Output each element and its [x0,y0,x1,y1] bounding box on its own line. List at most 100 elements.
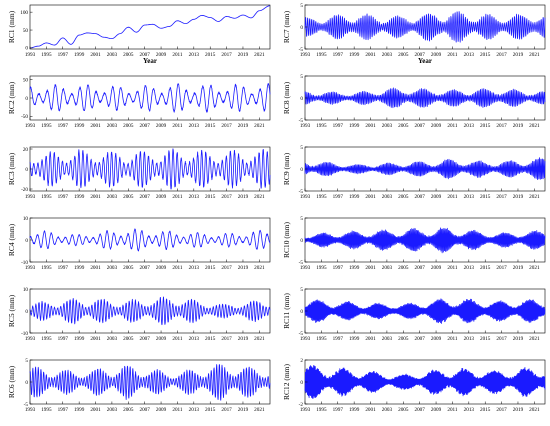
x-tick-label: 1999 [349,407,360,413]
x-tick-label: 1999 [74,123,85,129]
x-tick-label: 2015 [205,52,216,58]
x-tick-label: 2017 [221,194,232,200]
x-tick-label: 2015 [480,123,491,129]
y-tick-label: 0 [25,380,28,386]
y-tick-label: 5 [25,358,28,364]
x-tick-label: 2021 [254,52,265,58]
x-tick-label: 2003 [107,52,118,58]
x-tick-label: 2013 [464,194,475,200]
x-tick-label: 1999 [74,407,85,413]
x-tick-label: 2005 [123,52,134,58]
x-tick-label: 1995 [41,123,52,129]
x-tick-label: 2009 [431,265,442,271]
x-tick-label: 1993 [25,123,36,129]
x-tick-label: 2003 [107,194,118,200]
x-tick-label: 2009 [156,123,167,129]
x-tick-label: 2001 [365,194,376,200]
x-tick-label: 2021 [529,407,540,413]
x-tick-label: 1999 [349,52,360,58]
x-tick-label: 2003 [382,123,393,129]
x-tick-label: 2013 [189,265,200,271]
series-line-rc7 [304,11,546,43]
x-tick-label: 2015 [205,407,216,413]
x-tick-label: 1993 [300,194,311,200]
x-tick-label: 2007 [139,52,150,58]
x-tick-label: 2013 [189,194,200,200]
y-axis-label: RC6 (mm) [7,365,16,398]
x-tick-label: 2013 [189,407,200,413]
x-tick-label: 2017 [221,265,232,271]
panel-rc4: -10 0 10 1993 1995 1997 1999 2001 2003 2005 2007 20… [7,216,271,271]
panel-rc2: -50 0 50 1993 1995 1997 1999 2001 2003 2005 2007 20… [7,75,271,129]
y-axis-label: RC9 (mm) [282,152,291,185]
x-tick-label: 1999 [349,194,360,200]
x-tick-label: 2011 [172,265,183,271]
x-tick-label: 2017 [496,336,507,342]
x-tick-label: 2013 [464,407,475,413]
x-tick-label: 2007 [139,265,150,271]
x-tick-label: 2011 [172,52,183,58]
x-tick-label: 2007 [414,52,425,58]
x-tick-label: 2015 [205,194,216,200]
panel-rc12: -2 0 2 1993 1995 1997 1999 2001 2003 2005 2007 2009… [282,358,546,413]
x-tick-label: 2019 [238,407,249,413]
x-tick-label: 1993 [300,265,311,271]
x-tick-label: 2009 [156,52,167,58]
x-tick-label: 2021 [254,194,265,200]
x-tick-label: 2011 [447,52,458,58]
x-tick-label: 2007 [139,336,150,342]
panel-rc5: -10 0 10 1993 1995 1997 1999 2001 2003 2005 2007 20… [7,287,271,342]
y-tick-label: 0 [25,46,28,52]
panel-rc8: -5 0 5 1993 1995 1997 1999 2001 2003 2005 2007 2009… [282,74,546,129]
x-tick-label: 2013 [189,123,200,129]
y-tick-label: 5 [300,216,303,222]
series-line-rc6 [29,364,271,401]
x-tick-label: 2017 [221,407,232,413]
x-tick-label: 2005 [398,407,409,413]
x-tick-label: 1995 [316,194,327,200]
axis-frame [29,75,271,121]
x-tick-label: 1999 [349,265,360,271]
x-tick-label: 2015 [480,194,491,200]
x-tick-label: 2005 [123,123,134,129]
y-axis-label: RC2 (mm) [7,81,16,114]
y-tick-label: 0 [25,238,28,244]
x-tick-label: 2009 [431,407,442,413]
x-tick-label: 2009 [156,407,167,413]
y-tick-label: -5 [299,260,304,266]
x-tick-label: 1993 [300,123,311,129]
panel-rc10: -5 0 5 1993 1995 1997 1999 2001 2003 2005 2007 2009… [282,216,546,271]
x-tick-label: 2005 [398,52,409,58]
x-tick-label: 2003 [107,407,118,413]
y-tick-label: -5 [299,118,304,124]
x-tick-label: 2021 [254,265,265,271]
x-tick-label: 2019 [238,194,249,200]
x-tick-label: 1997 [58,52,69,58]
x-tick-label: 2007 [414,407,425,413]
x-tick-label: 2005 [398,336,409,342]
x-tick-label: 2017 [221,336,232,342]
series-line-rc2 [29,83,271,113]
y-tick-label: 5 [300,287,303,293]
x-tick-label: 2003 [107,123,118,129]
x-tick-label: 2007 [139,123,150,129]
panel-rc9: -5 0 5 1993 1995 1997 1999 2001 2003 2005 2007 2009… [282,145,546,200]
y-tick-label: -5 [299,47,304,53]
x-tick-label: 2015 [205,265,216,271]
x-tick-label: 2011 [172,336,183,342]
x-tick-label: 2001 [90,336,101,342]
x-tick-label: 2019 [238,52,249,58]
x-tick-label: 1995 [41,194,52,200]
y-axis-label: RC5 (mm) [7,294,16,327]
axis-frame [29,4,271,50]
x-tick-label: 2009 [431,123,442,129]
x-tick-label: 2005 [123,194,134,200]
x-tick-label: 2007 [139,194,150,200]
x-tick-label: 2015 [480,52,491,58]
y-tick-label: 0 [25,309,28,315]
y-tick-label: 5 [300,145,303,151]
y-tick-label: 0 [300,309,303,315]
x-tick-label: 2019 [513,52,524,58]
x-tick-label: 2001 [90,407,101,413]
x-tick-label: 1995 [316,52,327,58]
